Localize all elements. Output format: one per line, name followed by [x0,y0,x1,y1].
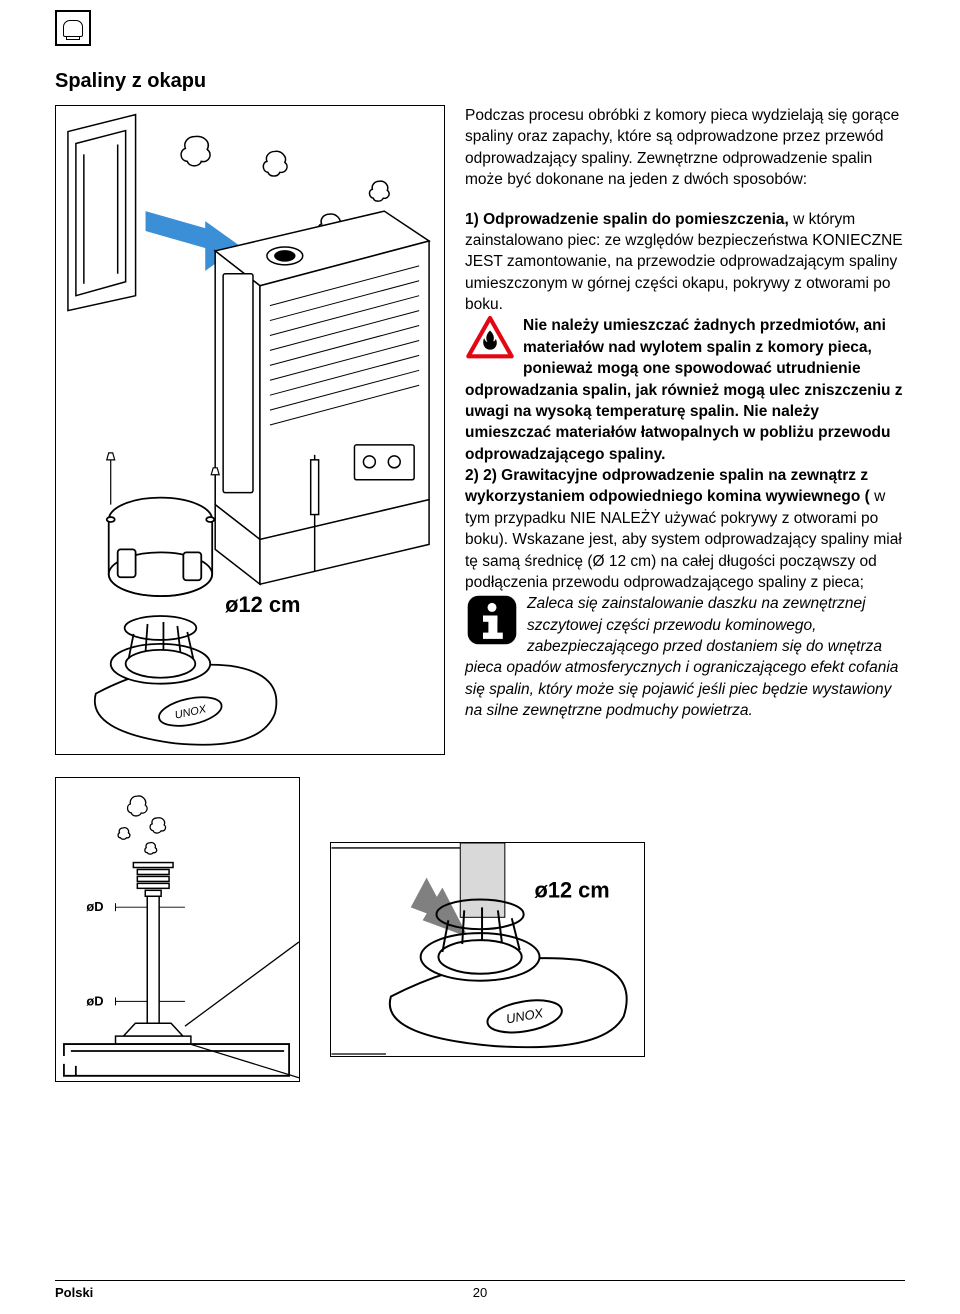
method2-paragraph: 2) 2) Grawitacyjne odprowadzenie spalin … [465,465,905,593]
recommendation-text: Zaleca się zainstalowanie daszku na zewn… [465,595,898,719]
text-column: Podczas procesu obróbki z komory pieca w… [465,105,905,755]
row-figure-text: UNOX ø12 cm Podczas procesu obróbki z ko… [55,105,905,755]
diameter-label-main: ø12 cm [225,592,300,617]
figure-oven-assembly: UNOX ø12 cm [55,105,445,755]
page-footer: Polski 20 [55,1280,905,1300]
footer-language: Polski [55,1285,93,1300]
figure-chimney-side: øD øD [55,777,300,1082]
chef-hat-icon [55,10,91,46]
method2-lead: 2) 2) Grawitacyjne odprowadzenie spalin … [465,467,870,505]
page-title: Spaliny z okapu [55,70,905,93]
diameter-d-lower: øD [86,993,103,1008]
footer-page-number: 20 [473,1285,487,1300]
recommendation-paragraph: Zaleca się zainstalowanie daszku na zewn… [465,593,905,721]
row-figures-bottom: øD øD [55,777,905,1082]
info-icon [465,593,519,647]
figure-base-detail: UNOX ø12 cm [330,842,645,1057]
method1-lead: 1) Odprowadzenie spalin do pomieszczenia… [465,211,789,228]
intro-paragraph: Podczas procesu obróbki z komory pieca w… [465,105,905,191]
fire-warning-icon [465,315,515,361]
method1-paragraph: 1) Odprowadzenie spalin do pomieszczenia… [465,209,905,316]
diameter-label-detail: ø12 cm [535,877,610,902]
warning-paragraph: Nie należy umieszczać żadnych przedmiotó… [465,315,905,465]
diameter-d-upper: øD [86,899,103,914]
warning-text: Nie należy umieszczać żadnych przedmiotó… [465,317,903,462]
